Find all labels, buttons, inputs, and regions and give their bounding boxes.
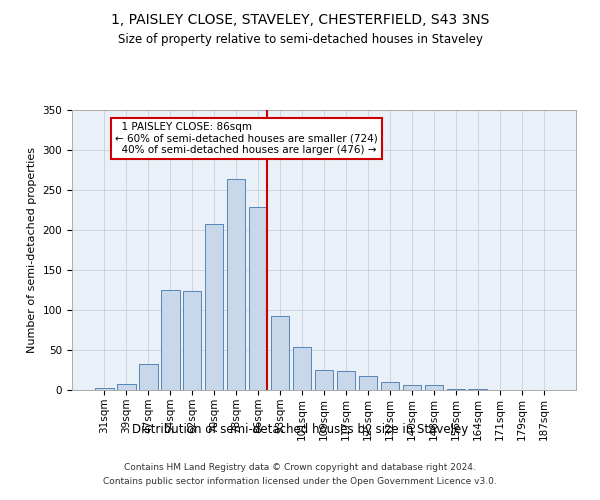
Bar [183, 291, 202, 390]
Bar [293, 347, 311, 390]
Bar [403, 385, 421, 390]
Bar [227, 179, 245, 390]
Bar [139, 364, 158, 390]
Bar [249, 207, 268, 390]
Bar [271, 316, 289, 390]
Bar [161, 290, 179, 390]
Text: Size of property relative to semi-detached houses in Staveley: Size of property relative to semi-detach… [118, 32, 482, 46]
Text: Distribution of semi-detached houses by size in Staveley: Distribution of semi-detached houses by … [132, 422, 468, 436]
Bar [314, 370, 334, 390]
Text: Contains public sector information licensed under the Open Government Licence v3: Contains public sector information licen… [103, 478, 497, 486]
Bar [469, 389, 487, 390]
Text: 1 PAISLEY CLOSE: 86sqm  
← 60% of semi-detached houses are smaller (724)
  40% o: 1 PAISLEY CLOSE: 86sqm ← 60% of semi-det… [115, 122, 378, 155]
Bar [425, 385, 443, 390]
Bar [95, 388, 113, 390]
Bar [205, 224, 223, 390]
Text: Contains HM Land Registry data © Crown copyright and database right 2024.: Contains HM Land Registry data © Crown c… [124, 462, 476, 471]
Text: 1, PAISLEY CLOSE, STAVELEY, CHESTERFIELD, S43 3NS: 1, PAISLEY CLOSE, STAVELEY, CHESTERFIELD… [111, 12, 489, 26]
Y-axis label: Number of semi-detached properties: Number of semi-detached properties [27, 147, 37, 353]
Bar [337, 371, 355, 390]
Bar [380, 382, 399, 390]
Bar [359, 376, 377, 390]
Bar [446, 389, 465, 390]
Bar [117, 384, 136, 390]
